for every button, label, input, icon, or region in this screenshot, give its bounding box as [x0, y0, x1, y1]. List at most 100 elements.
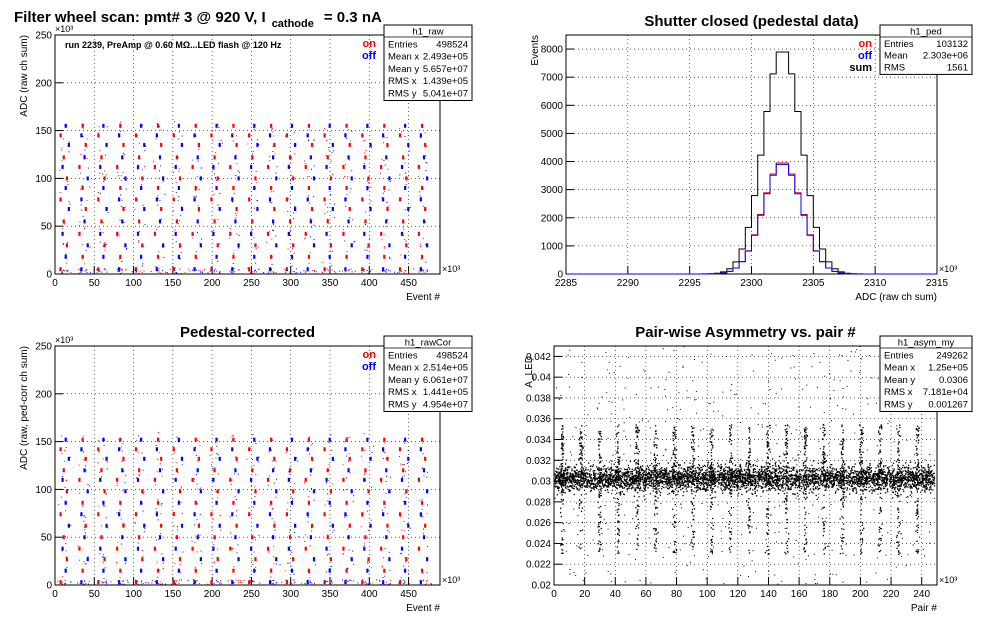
- scatter-point: [644, 499, 645, 500]
- scatter-dot-off: [143, 205, 144, 206]
- baseline-dot: [221, 583, 222, 584]
- scatter-point: [716, 478, 717, 479]
- scatter-dot-on: [117, 542, 118, 543]
- scatter-dot-off: [290, 550, 291, 551]
- data-point-off: [219, 457, 221, 461]
- data-point-on: [192, 547, 194, 551]
- scatter-dot-off: [125, 563, 126, 564]
- scatter-point: [725, 490, 726, 491]
- scatter-dot-on: [159, 570, 160, 571]
- scatter-dot-on: [313, 140, 314, 141]
- baseline-dot: [353, 580, 354, 581]
- scatter-dot-off: [254, 496, 255, 497]
- scatter-point: [596, 483, 597, 484]
- scatter-dot-off: [104, 439, 105, 440]
- scatter-point: [759, 480, 760, 481]
- baseline-dot: [251, 581, 252, 582]
- scatter-point: [826, 486, 827, 487]
- data-point-on: [324, 133, 326, 137]
- baseline-dot: [423, 580, 424, 581]
- scatter-point: [672, 490, 673, 491]
- scatter-dot-on: [422, 569, 423, 570]
- scatter-dot-on: [289, 532, 290, 533]
- scatter-dot-off: [254, 537, 255, 538]
- scatter-dot-on: [144, 492, 145, 493]
- data-point-off: [118, 512, 120, 516]
- x-axis-label: ADC (raw ch sum): [855, 292, 937, 303]
- scatter-point: [912, 478, 913, 479]
- x-tick-label: 300: [282, 278, 299, 289]
- scatter-point: [895, 475, 896, 476]
- baseline-dot: [254, 271, 255, 272]
- baseline-dot: [83, 584, 84, 585]
- scatter-dot-off: [329, 123, 330, 124]
- data-point-off: [231, 197, 233, 201]
- data-point-off: [197, 155, 199, 159]
- scatter-dot-on: [420, 246, 421, 247]
- scatter-point: [930, 475, 931, 476]
- baseline-dot: [251, 582, 252, 583]
- scatter-dot-off: [217, 571, 218, 572]
- scatter-dot-on: [155, 550, 156, 551]
- x-tick-label: 100: [125, 589, 142, 600]
- scatter-dot-off: [310, 545, 311, 546]
- scatter-point: [904, 487, 905, 488]
- scatter-point: [840, 473, 841, 474]
- data-point-off: [143, 143, 145, 147]
- scatter-dot-off: [160, 463, 161, 464]
- data-point-on: [173, 197, 175, 201]
- baseline-dot: [105, 582, 106, 583]
- data-point-on: [100, 468, 102, 472]
- scatter-dot-off: [272, 264, 273, 265]
- scatter-dot-off: [273, 224, 274, 225]
- baseline-dot: [252, 273, 253, 274]
- scatter-dot-off: [353, 495, 354, 496]
- scatter-dot-on: [121, 447, 122, 448]
- data-point-on: [364, 155, 366, 159]
- stats-value: 6.061e+07: [423, 375, 468, 386]
- scatter-point: [639, 490, 640, 491]
- scatter-point: [799, 471, 800, 472]
- scatter-dot-on: [218, 163, 219, 164]
- scatter-point: [917, 482, 918, 483]
- scatter-point: [714, 497, 715, 498]
- scatter-point: [620, 482, 621, 483]
- baseline-dot: [268, 272, 269, 273]
- data-point-off: [325, 547, 327, 551]
- data-point-off: [313, 176, 315, 180]
- scatter-dot-off: [346, 198, 347, 199]
- data-point-on: [104, 243, 106, 247]
- baseline-dot: [122, 584, 123, 585]
- data-point-off: [275, 557, 277, 561]
- scatter-dot-off: [178, 441, 179, 442]
- data-point-on: [380, 165, 382, 169]
- scatter-point: [806, 476, 807, 477]
- scatter-point: [803, 493, 804, 494]
- scatter-point: [648, 481, 649, 482]
- data-point-off: [118, 197, 120, 201]
- scatter-dot-on: [287, 211, 288, 212]
- scatter-point: [775, 479, 776, 480]
- scatter-dot-off: [275, 173, 276, 174]
- x-tick-label: 300: [282, 589, 299, 600]
- scatter-point: [605, 490, 606, 491]
- scatter-dot-on: [304, 482, 305, 483]
- scatter-dot-on: [325, 504, 326, 505]
- scatter-dot-off: [383, 142, 384, 143]
- baseline-dot: [364, 269, 365, 270]
- scatter-dot-off: [157, 205, 158, 206]
- scatter-dot-off: [404, 443, 405, 444]
- scatter-dot-off: [179, 258, 180, 259]
- canvas-title-subscript: cathode: [272, 18, 314, 30]
- data-point-off: [253, 438, 255, 442]
- scatter-point: [907, 468, 908, 469]
- scatter-dot-on: [158, 227, 159, 228]
- scatter-point: [892, 484, 893, 485]
- scatter-point: [757, 481, 758, 482]
- y-tick-label: 4000: [541, 157, 564, 168]
- baseline-dot: [119, 583, 120, 584]
- baseline-dot: [289, 582, 290, 583]
- stats-name: h1_rawCor: [405, 338, 451, 349]
- scatter-dot-off: [258, 535, 259, 536]
- scatter-point: [869, 491, 870, 492]
